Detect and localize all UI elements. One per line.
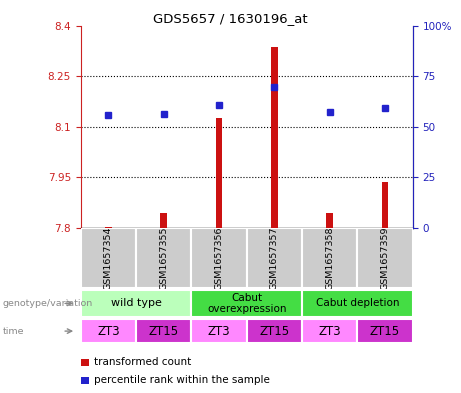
Text: transformed count: transformed count xyxy=(94,357,191,367)
Bar xyxy=(302,319,357,343)
Bar xyxy=(191,228,247,288)
Text: percentile rank within the sample: percentile rank within the sample xyxy=(94,375,270,386)
Bar xyxy=(136,228,191,288)
Bar xyxy=(81,228,136,288)
Text: GSM1657358: GSM1657358 xyxy=(325,226,334,290)
Text: GSM1657357: GSM1657357 xyxy=(270,226,279,290)
Text: GSM1657354: GSM1657354 xyxy=(104,226,113,290)
Bar xyxy=(191,319,247,343)
Bar xyxy=(247,319,302,343)
Text: ZT15: ZT15 xyxy=(148,325,179,338)
Bar xyxy=(81,319,136,343)
Text: wild type: wild type xyxy=(111,298,161,309)
Bar xyxy=(357,228,413,288)
Bar xyxy=(247,228,302,288)
Bar xyxy=(216,118,222,228)
Bar xyxy=(81,359,89,366)
Text: ZT3: ZT3 xyxy=(318,325,341,338)
Bar xyxy=(81,377,89,384)
Text: ZT15: ZT15 xyxy=(259,325,290,338)
Bar xyxy=(136,319,191,343)
Bar xyxy=(302,290,413,317)
Text: GDS5657 / 1630196_at: GDS5657 / 1630196_at xyxy=(153,12,308,25)
Bar xyxy=(160,213,167,228)
Bar xyxy=(81,290,191,317)
Bar xyxy=(271,48,278,228)
Text: ZT15: ZT15 xyxy=(370,325,400,338)
Text: ZT3: ZT3 xyxy=(207,325,230,338)
Text: Cabut
overexpression: Cabut overexpression xyxy=(207,293,286,314)
Bar xyxy=(382,182,388,228)
Bar xyxy=(326,213,333,228)
Text: GSM1657356: GSM1657356 xyxy=(214,226,224,290)
Text: genotype/variation: genotype/variation xyxy=(2,299,93,308)
Text: GSM1657355: GSM1657355 xyxy=(159,226,168,290)
Text: GSM1657359: GSM1657359 xyxy=(380,226,390,290)
Bar xyxy=(357,319,413,343)
Text: time: time xyxy=(2,327,24,336)
Bar xyxy=(302,228,357,288)
Text: ZT3: ZT3 xyxy=(97,325,120,338)
Bar xyxy=(191,290,302,317)
Text: Cabut depletion: Cabut depletion xyxy=(315,298,399,309)
